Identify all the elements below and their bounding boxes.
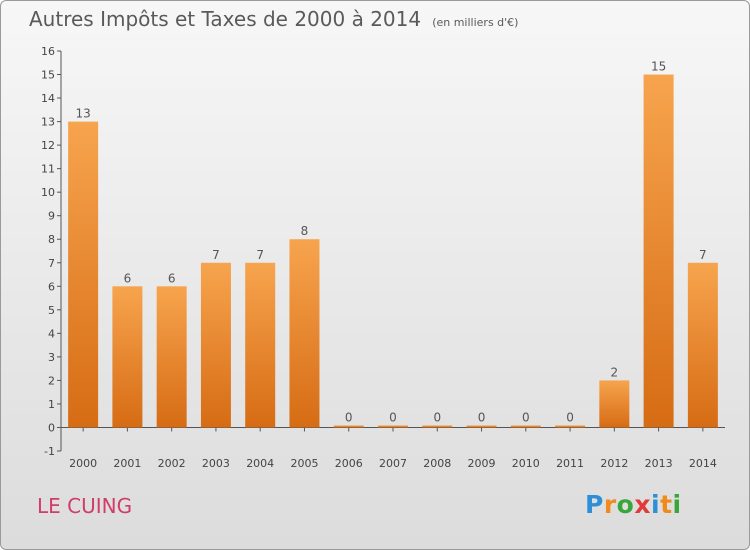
y-tick-label: 2 — [48, 374, 55, 387]
proxiti-logo[interactable]: Proxiti — [585, 490, 682, 519]
data-label: 0 — [389, 410, 397, 424]
x-tick-label: 2007 — [379, 457, 407, 470]
logo-letter: P — [585, 490, 604, 519]
y-tick-label: 9 — [48, 210, 55, 223]
x-tick-label: 2006 — [335, 457, 363, 470]
y-tick-label: 13 — [41, 116, 55, 129]
x-tick-label: 2009 — [468, 457, 496, 470]
y-tick-label: 14 — [41, 92, 55, 105]
data-label: 0 — [566, 410, 574, 424]
logo-letter: t — [660, 490, 673, 519]
y-tick-label: 16 — [41, 45, 55, 58]
x-tick-label: 2014 — [689, 457, 717, 470]
y-tick-label: 12 — [41, 139, 55, 152]
bar — [466, 425, 497, 428]
data-label: 7 — [212, 248, 220, 262]
data-label: 6 — [168, 271, 176, 285]
bar — [200, 262, 231, 428]
logo-letter: r — [603, 490, 617, 519]
logo-letter: o — [616, 490, 635, 519]
x-tick-label: 2008 — [423, 457, 451, 470]
y-tick-label: 10 — [41, 186, 55, 199]
bar — [422, 425, 453, 428]
logo-letter: i — [672, 490, 682, 519]
x-tick-label: 2011 — [556, 457, 584, 470]
y-tick-label: -1 — [44, 445, 55, 458]
chart-title: Autres Impôts et Taxes de 2000 à 2014 — [29, 7, 422, 31]
bar — [687, 262, 718, 428]
y-tick-label: 1 — [48, 398, 55, 411]
data-label: 0 — [478, 410, 486, 424]
y-tick-label: 15 — [41, 69, 55, 82]
place-name: LE CUING — [37, 494, 133, 518]
y-tick-label: 8 — [48, 233, 55, 246]
x-tick-label: 2012 — [600, 457, 628, 470]
logo-letter: i — [651, 490, 661, 519]
x-tick-label: 2003 — [202, 457, 230, 470]
y-tick-label: 5 — [48, 304, 55, 317]
y-tick-label: 6 — [48, 280, 55, 293]
bar — [245, 262, 276, 428]
bar — [599, 380, 630, 428]
data-label: 0 — [345, 410, 353, 424]
x-tick-label: 2000 — [69, 457, 97, 470]
bar — [156, 286, 187, 428]
bar — [289, 239, 320, 428]
data-label: 8 — [301, 224, 309, 238]
bar — [333, 425, 364, 428]
logo-letter: x — [634, 490, 651, 519]
bar — [378, 425, 408, 428]
data-label: 0 — [522, 410, 530, 424]
x-tick-label: 2002 — [158, 457, 186, 470]
x-tick-label: 2005 — [290, 457, 318, 470]
bar — [68, 121, 99, 428]
data-label: 7 — [699, 248, 707, 262]
bar — [643, 74, 674, 428]
y-tick-label: 4 — [48, 327, 55, 340]
x-tick-label: 2001 — [113, 457, 141, 470]
data-label: 15 — [651, 60, 666, 74]
data-label: 2 — [611, 365, 619, 379]
bar — [510, 425, 541, 428]
chart-unit: (en milliers d'€) — [432, 16, 519, 29]
data-label: 7 — [256, 248, 264, 262]
x-tick-label: 2004 — [246, 457, 274, 470]
data-label: 13 — [75, 107, 90, 121]
y-tick-label: 0 — [48, 421, 55, 434]
x-tick-label: 2010 — [512, 457, 540, 470]
bar — [112, 286, 143, 428]
x-tick-label: 2013 — [645, 457, 673, 470]
data-label: 6 — [124, 271, 132, 285]
y-tick-label: 3 — [48, 351, 55, 364]
y-tick-label: 7 — [48, 257, 55, 270]
title-row: Autres Impôts et Taxes de 2000 à 2014 (e… — [29, 7, 518, 31]
bar — [555, 425, 586, 428]
y-tick-label: 11 — [41, 163, 55, 176]
data-label: 0 — [433, 410, 441, 424]
